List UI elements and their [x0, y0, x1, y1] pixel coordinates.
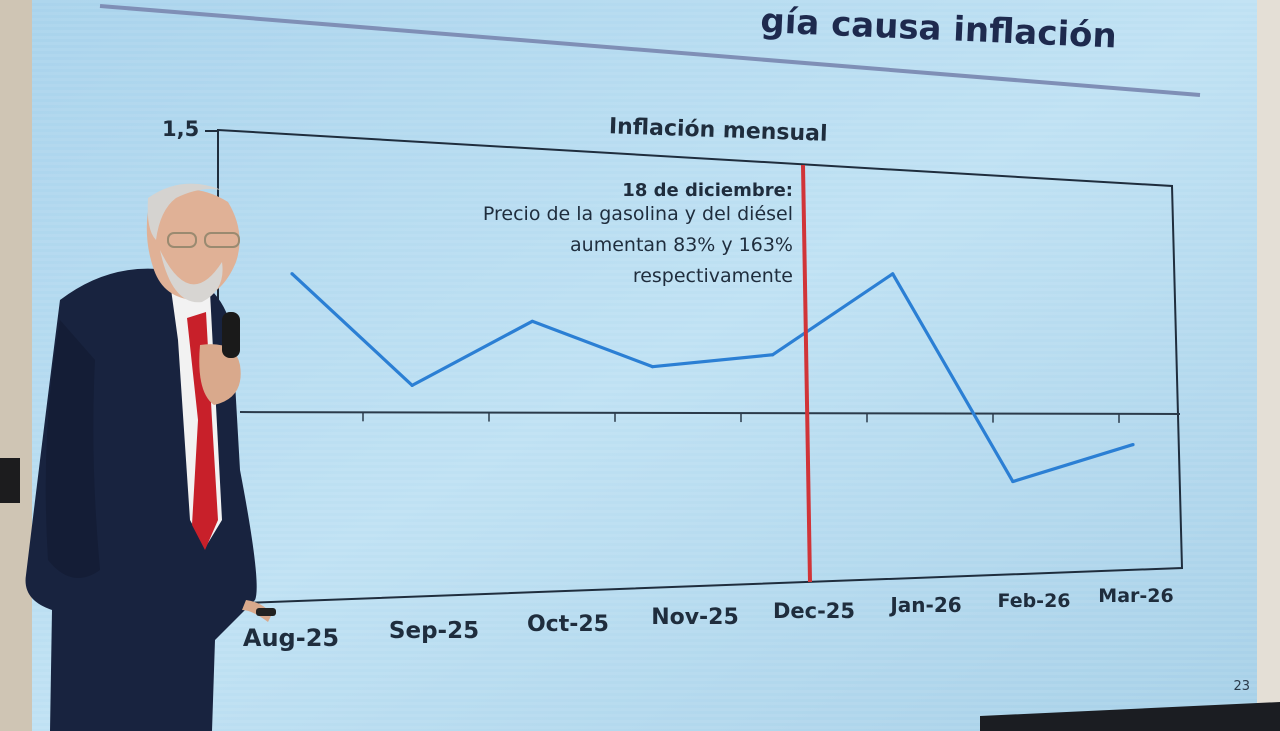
data-point-oct-25 — [530, 319, 534, 323]
slide-page-number: 23 — [1233, 679, 1250, 694]
zero-axis-line — [239, 411, 1181, 415]
x-tick-labels: Aug-25 Sep-25 Oct-25 Nov-25 Dec-25 Jan-26 Feb-… — [243, 585, 1174, 652]
speaker — [25, 183, 276, 731]
x-tick-label: Jan-26 — [888, 593, 961, 617]
data-point-dec-25 — [770, 353, 775, 357]
data-point-feb-26 — [1011, 479, 1015, 484]
series-polyline — [290, 272, 1134, 484]
x-tick-label: Oct-25 — [527, 612, 609, 637]
annotation-line-1: Precio de la gasolina y del diésel — [483, 203, 793, 225]
data-point-mar-26 — [1131, 442, 1135, 447]
monitor-edge — [0, 458, 20, 503]
title-underline — [99, 4, 1201, 97]
speaker-arm-left — [45, 320, 100, 578]
event-annotation: 18 de diciembre: Precio de la gasolina y… — [483, 180, 793, 287]
microphone-icon — [222, 312, 240, 358]
data-point-nov-25 — [650, 365, 655, 369]
x-ticks — [362, 412, 1120, 423]
annotation-date: 18 de diciembre: — [622, 180, 793, 201]
x-tick-label: Mar-26 — [1098, 585, 1173, 607]
annotation-line-2: aumentan 83% y 163% — [570, 234, 793, 256]
x-tick-label: Nov-25 — [651, 605, 739, 630]
speaker-hair — [147, 183, 222, 240]
data-point-sep-25 — [410, 383, 414, 387]
event-marker-line — [801, 164, 812, 583]
x-tick-label: Aug-25 — [243, 624, 339, 652]
speaker-beard — [160, 250, 223, 303]
y-tick-label: 1,5 — [162, 117, 199, 141]
inflation-chart: Inflación mensual 1,5 Aug-25 Sep-25 Oct-25… — [162, 114, 1184, 652]
x-tick-label: Dec-25 — [773, 599, 855, 623]
x-tick-label: Sep-25 — [389, 618, 479, 644]
speaker-hand — [199, 344, 241, 405]
speaker-glasses — [167, 232, 197, 248]
clicker-icon — [256, 608, 276, 616]
annotation-line-3: respectivamente — [633, 265, 793, 287]
series-points — [290, 272, 1135, 484]
data-point-aug-25 — [290, 272, 294, 276]
data-point-jan-26 — [891, 272, 895, 276]
speaker-glasses-right — [204, 232, 240, 248]
speaker-tie — [187, 312, 218, 550]
series-line — [290, 272, 1134, 484]
x-tick-label: Feb-26 — [997, 590, 1070, 612]
zero-axis — [239, 411, 1181, 415]
room-wall-right — [1255, 0, 1280, 731]
stage-edge — [980, 702, 1280, 731]
